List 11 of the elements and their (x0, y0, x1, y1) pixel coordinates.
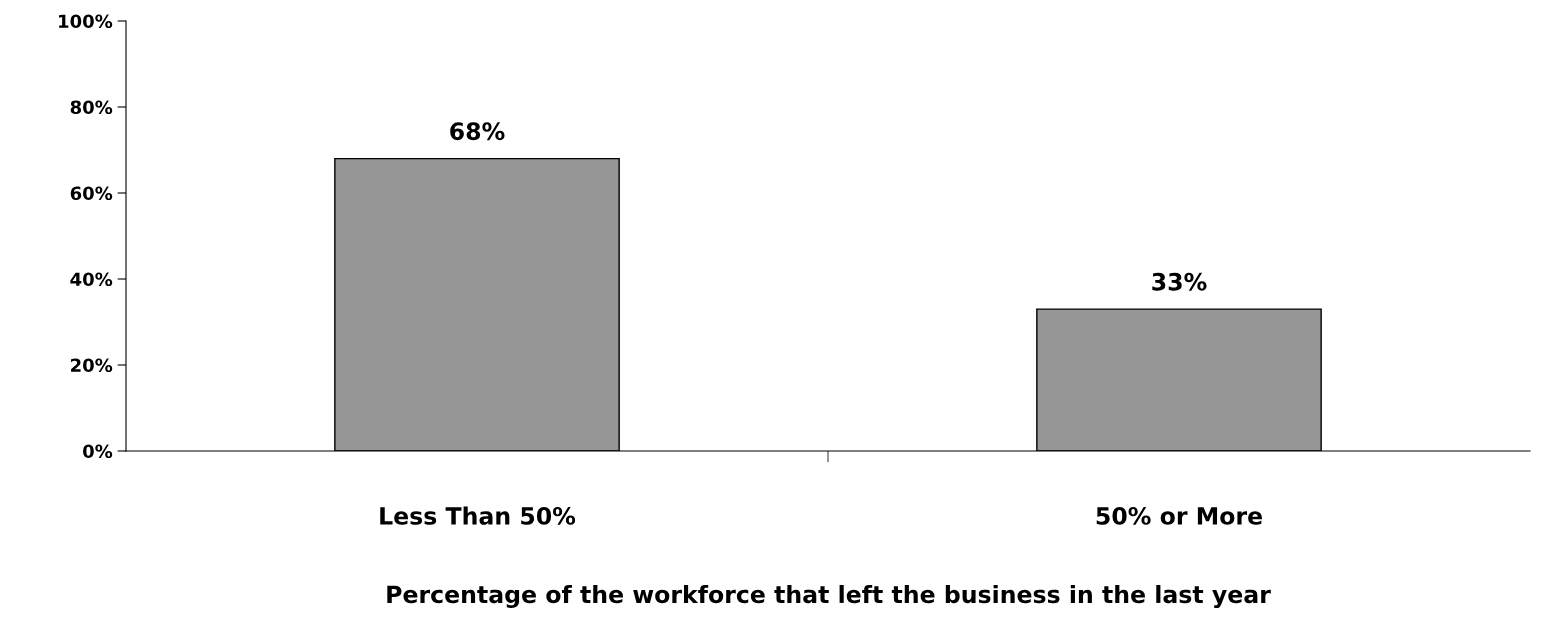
text: 33% (1152, 272, 1207, 291)
y-tick-label: 40% (70, 272, 113, 287)
x-tick-label: Less Than 50% (380, 506, 576, 525)
y-tick-label: 80% (70, 100, 113, 115)
y-tick-label: 0% (83, 444, 113, 459)
x-axis-title: Percentage of the workforce that left the business in the last year (387, 584, 1271, 608)
y-tick-label: 60% (70, 186, 113, 201)
y-tick-label: 20% (71, 358, 113, 373)
x-tick-label: 50% or More (1096, 506, 1262, 525)
y-tick-label: 100% (59, 14, 113, 29)
text: 68% (450, 122, 505, 141)
